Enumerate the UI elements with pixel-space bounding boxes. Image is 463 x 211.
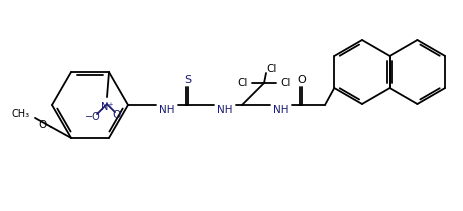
Text: O: O: [113, 110, 121, 120]
Text: Cl: Cl: [265, 64, 276, 74]
Text: −O: −O: [85, 112, 100, 122]
Text: NH: NH: [217, 105, 232, 115]
Text: O: O: [297, 75, 306, 85]
Text: CH₃: CH₃: [12, 109, 30, 119]
Text: NH: NH: [273, 105, 288, 115]
Text: NH: NH: [159, 105, 175, 115]
Text: S: S: [184, 75, 191, 85]
Text: N⁺: N⁺: [100, 102, 113, 112]
Text: O: O: [39, 120, 47, 130]
Text: Cl: Cl: [237, 78, 247, 88]
Text: Cl: Cl: [279, 78, 290, 88]
